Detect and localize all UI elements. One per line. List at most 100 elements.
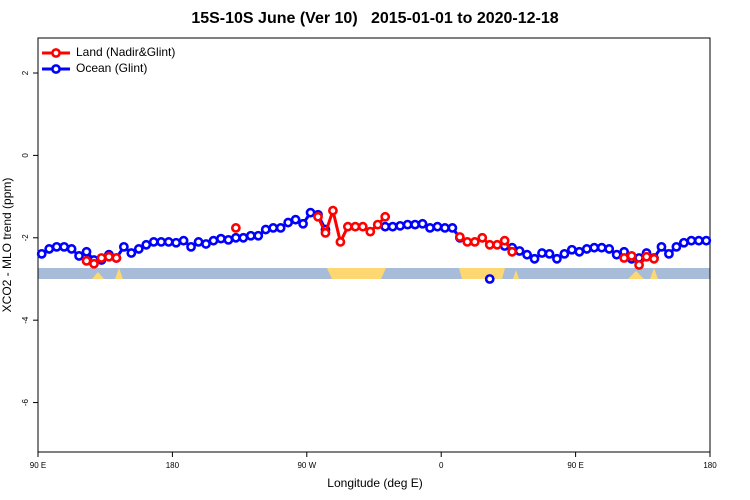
data-point (59, 241, 70, 252)
land-strip (650, 268, 658, 279)
data-point (342, 221, 353, 232)
data-point (387, 221, 398, 232)
data-point (589, 242, 600, 253)
data-point (537, 248, 547, 258)
data-point (649, 253, 659, 264)
data-point (514, 246, 525, 256)
data-point (611, 249, 622, 260)
data-point (686, 235, 697, 246)
data-point (126, 248, 137, 258)
data-point (402, 219, 413, 230)
data-point (313, 211, 323, 222)
data-point (454, 232, 465, 242)
data-point (626, 251, 637, 261)
legend-marker (51, 48, 61, 58)
x-axis-label: Longitude (deg E) (327, 476, 422, 490)
legend-label: Ocean (Glint) (76, 61, 147, 75)
data-point (178, 235, 189, 246)
data-point (141, 239, 152, 250)
data-point (693, 235, 704, 246)
data-point (223, 234, 234, 245)
data-point (380, 211, 391, 222)
data-point (201, 239, 211, 249)
data-point (664, 248, 674, 259)
data-point (671, 241, 682, 252)
land-strip (628, 271, 644, 279)
data-point (111, 253, 122, 263)
data-point (440, 223, 450, 233)
data-point (328, 205, 338, 216)
x-tick-label: 0 (439, 461, 444, 470)
data-point (604, 244, 615, 254)
data-point (245, 230, 256, 241)
data-point (678, 237, 689, 248)
data-point (156, 237, 167, 247)
data-point (484, 274, 495, 284)
x-tick-label: 90 E (567, 461, 583, 470)
data-point (425, 223, 435, 233)
x-tick-label: 180 (166, 461, 180, 470)
surface-strip (38, 268, 710, 279)
data-point (357, 221, 368, 232)
land-strip (115, 268, 123, 279)
land-strip (513, 270, 519, 279)
data-point (365, 226, 376, 237)
y-tick-label: -6 (21, 398, 30, 406)
data-point (104, 251, 114, 262)
data-point (417, 218, 428, 229)
legend-marker (51, 64, 61, 74)
data-point (96, 253, 107, 263)
data-point (171, 237, 182, 248)
y-tick-label: 0 (21, 153, 30, 158)
data-point (238, 232, 249, 243)
x-tick-label: 180 (703, 461, 717, 470)
data-point (634, 260, 644, 270)
data-point (275, 223, 286, 233)
data-point (701, 235, 712, 246)
data-point (574, 246, 585, 257)
data-point (193, 237, 204, 247)
data-point (395, 220, 406, 231)
chart-title: 15S-10S June (Ver 10) 2015-01-01 to 2020… (191, 10, 558, 27)
data-point (447, 223, 458, 233)
data-point (118, 241, 129, 252)
data-point (260, 224, 271, 235)
data-point (477, 232, 488, 243)
data-point (552, 253, 562, 264)
data-point (89, 258, 99, 269)
data-point (484, 239, 495, 250)
data-point (380, 221, 391, 232)
data-point (559, 248, 570, 259)
land-strip (459, 268, 505, 279)
data-point (81, 246, 92, 257)
data-point (290, 214, 301, 225)
data-point (44, 244, 55, 254)
data-point (208, 235, 219, 246)
data-point (51, 241, 62, 252)
data-point (462, 237, 473, 247)
data-point (186, 241, 196, 252)
data-point (335, 237, 346, 247)
y-tick-label: -2 (21, 234, 30, 242)
data-point (283, 217, 294, 228)
data-point (566, 244, 577, 255)
y-tick-label: -4 (21, 316, 30, 324)
data-point (641, 251, 652, 262)
plot-frame (37, 37, 711, 453)
data-point (81, 255, 92, 266)
data-point (529, 253, 540, 264)
data-point (163, 237, 174, 247)
data-point (581, 244, 592, 254)
data-point (268, 223, 279, 233)
data-point (305, 207, 316, 218)
data-point (432, 221, 443, 232)
data-point (410, 219, 420, 230)
data-point (499, 235, 510, 246)
data-point (133, 244, 144, 254)
land-strip (92, 272, 104, 279)
data-point (492, 239, 503, 250)
data-point (544, 248, 555, 259)
data-point (320, 227, 331, 238)
data-point (148, 237, 159, 247)
data-point (350, 221, 361, 232)
